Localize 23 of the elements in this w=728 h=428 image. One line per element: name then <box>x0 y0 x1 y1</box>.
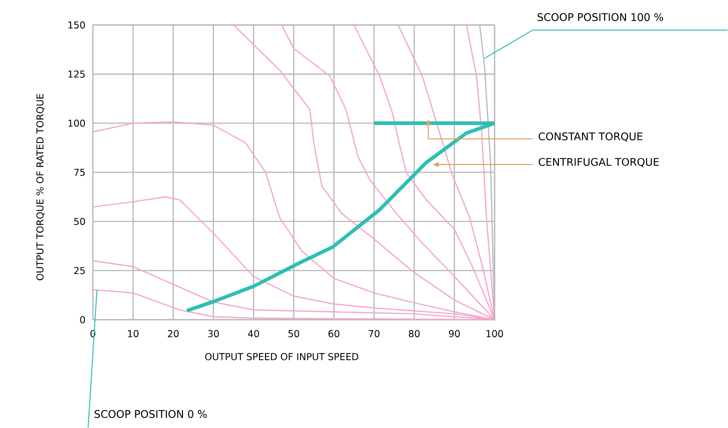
y-axis-title: OUTPUT TORQUE % OF RATED TORQUE <box>36 94 45 280</box>
y-tick-label: 125 <box>68 70 85 78</box>
y-tick-label: 25 <box>74 266 85 274</box>
annotation: SCOOP POSITION 0 % <box>94 410 207 418</box>
x-tick-label: 30 <box>208 330 219 338</box>
x-axis-title: OUTPUT SPEED OF INPUT SPEED <box>205 352 358 360</box>
x-tick-label: 80 <box>408 330 420 338</box>
annotation: CONSTANT TORQUE <box>538 132 642 142</box>
x-tick-label: 60 <box>328 330 340 338</box>
y-tick-label: 50 <box>74 218 85 225</box>
x-tick-label: 40 <box>248 330 259 338</box>
x-tick-label: 20 <box>168 330 179 338</box>
annotation: CENTRIFUGAL TORQUE <box>538 158 659 167</box>
y-tick-label: 0 <box>80 316 85 324</box>
y-tick-label: 150 <box>68 21 85 28</box>
x-tick-label: 50 <box>288 330 300 338</box>
x-tick-label: 10 <box>128 330 138 338</box>
y-tick-label: 100 <box>68 120 85 127</box>
annotation: SCOOP POSITION 100 % <box>538 13 664 21</box>
x-tick-label: 70 <box>368 330 380 338</box>
x-tick-label: 100 <box>486 330 503 338</box>
y-tick-label: 75 <box>74 168 85 176</box>
x-tick-label: 90 <box>448 330 460 338</box>
